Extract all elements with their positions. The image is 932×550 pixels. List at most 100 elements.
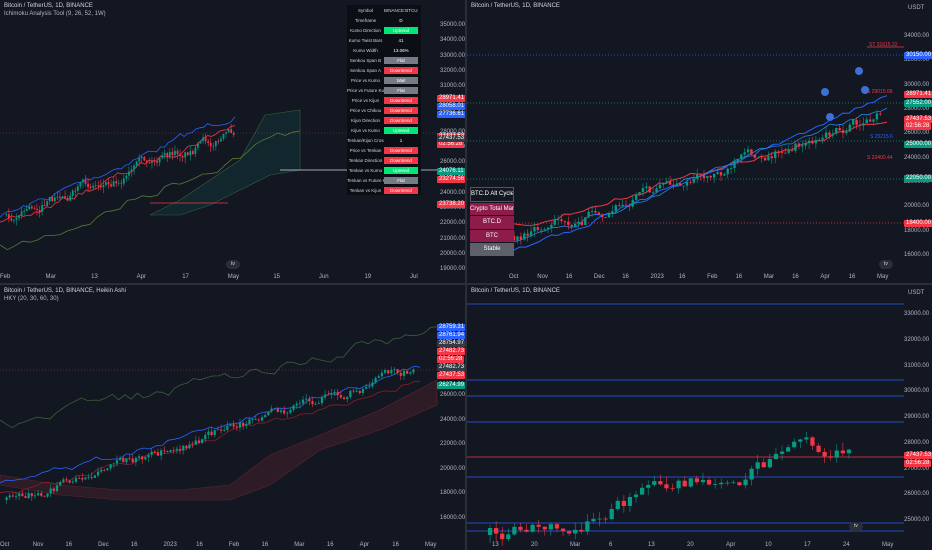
table-row: Tenkan/Kijun Cross Bars1 <box>347 135 421 145</box>
table-value: 1 <box>384 136 419 144</box>
price-tag: 28971.41 <box>437 95 465 102</box>
table-row: Kumo Twist Bars 41 <box>347 35 421 45</box>
price-axis-label: 23000.00 <box>440 205 465 211</box>
price-axis-label: 19000.00 <box>440 266 465 272</box>
chart-pane-top-right[interactable]: Bitcoin / TetherUS, 1D, BINANCE USDT 340… <box>467 0 932 283</box>
price-tag: 23738.20 <box>437 201 465 208</box>
price-axis-label: 25000.00 <box>904 517 930 523</box>
chart-canvas[interactable] <box>0 285 465 550</box>
time-axis-label: Feb <box>0 274 11 280</box>
tradingview-logo-icon[interactable]: tv <box>879 260 893 269</box>
time-axis-label: May <box>877 274 889 280</box>
time-axis-label: May <box>425 542 437 548</box>
level-annotation: S 23400.44 <box>867 155 893 161</box>
table-value: Uptrend <box>384 166 419 174</box>
time-axis-label: 16 <box>848 274 856 280</box>
time-axis-label: 17 <box>804 542 811 548</box>
indicator-label[interactable]: HKY (20, 30, 60, 30) <box>4 296 59 302</box>
time-axis-label: 20 <box>531 542 538 548</box>
tradingview-logo-icon[interactable]: tv <box>226 260 240 269</box>
pane-title: Bitcoin / TetherUS, 1D, BINANCE <box>4 3 93 9</box>
time-axis-label: 24 <box>843 542 850 548</box>
indicator-label[interactable]: Ichimoku Analysis Tool (9, 26, 52, 1W) <box>4 11 106 17</box>
level-annotation: S 25215.6 <box>870 134 893 140</box>
time-axis-label: Apr <box>359 542 369 548</box>
price-axis-label: 34000.00 <box>904 33 930 39</box>
table-row: Price vs Chikou Downtrend <box>347 105 421 115</box>
pane-title: Bitcoin / TetherUS, 1D, BINANCE <box>471 3 560 9</box>
price-axis-label: 24000.00 <box>904 154 930 161</box>
price-axis-label: 34000.00 <box>440 37 465 44</box>
cycle-box-row: BTC.D <box>470 215 514 229</box>
table-value: Flat <box>384 56 419 64</box>
time-axis-label: 17 <box>182 274 189 280</box>
time-axis-label: Oct <box>0 542 10 548</box>
price-axis-label: 22000.00 <box>904 179 930 185</box>
table-key: Senkou Span A <box>349 67 382 73</box>
pane-title: Bitcoin / TetherUS, 1D, BINANCE, Heikin … <box>4 288 126 294</box>
price-axis-label: 26000.00 <box>904 130 930 137</box>
table-value: Downtrend <box>384 96 419 104</box>
level-annotation: S 29015.66 <box>867 89 893 95</box>
price-tag: 30150.00 <box>904 52 932 59</box>
table-row: Kumo Width 13.06% <box>347 45 421 55</box>
table-key: Price vs Kumo <box>350 77 380 83</box>
currency-label: USDT <box>908 5 925 11</box>
time-axis-label: Dec <box>593 274 605 280</box>
table-value: Downtrend <box>384 186 419 194</box>
chart-pane-bottom-left[interactable]: Bitcoin / TetherUS, 1D, BINANCE, Heikin … <box>0 285 465 550</box>
table-row: Senkou Span A Downtrend <box>347 65 421 75</box>
tradingview-logo-icon[interactable]: tv <box>849 522 863 531</box>
table-value: Uptrend <box>384 26 419 34</box>
pane-divider-horizontal[interactable] <box>0 283 932 285</box>
time-axis-label: Mar <box>570 542 581 548</box>
cycle-box-row: Stable <box>470 242 514 256</box>
table-key: Tenkan vs Kijun <box>349 187 382 193</box>
price-tag: 18400.00 <box>904 220 932 227</box>
price-tag: 27482.73 <box>437 348 465 355</box>
pane-title: Bitcoin / TetherUS, 1D, BINANCE <box>471 288 560 294</box>
chart-pane-bottom-right[interactable]: Bitcoin / TetherUS, 1D, BINANCE USDT 330… <box>467 285 932 550</box>
time-axis-label: 13 <box>492 542 499 548</box>
price-axis-label: 16000.00 <box>440 515 465 521</box>
table-key: Kumo Width <box>353 47 378 53</box>
table-key: Kumo Twist Bars <box>348 37 383 43</box>
table-value: Wait <box>384 76 419 84</box>
table-row: Kumo Direction Uptrend <box>347 25 421 35</box>
price-axis-label: 18000.00 <box>440 490 465 497</box>
time-axis-label: Apr <box>820 274 830 280</box>
chart-canvas[interactable] <box>467 285 932 550</box>
price-axis-label: 32000.00 <box>440 67 465 74</box>
table-row: Senkou Span B Flat <box>347 55 421 65</box>
currency-label: USDT <box>908 290 925 296</box>
chart-canvas[interactable] <box>0 0 465 283</box>
table-row: Tenkan vs Kumo Uptrend <box>347 165 421 175</box>
price-axis-label: 24000.00 <box>440 416 465 423</box>
price-axis-label: 20000.00 <box>440 250 465 257</box>
time-axis-label: 10 <box>765 542 772 548</box>
time-axis-label: 16 <box>196 542 203 548</box>
time-axis-label: 16 <box>326 542 334 548</box>
table-value: 13.06% <box>384 46 419 54</box>
time-axis-label: Mar <box>763 274 775 280</box>
price-axis-label: 30000.00 <box>904 388 930 395</box>
time-axis-label: 16 <box>130 542 138 548</box>
price-tag: 27437.53 <box>904 116 932 123</box>
pane-divider-vertical[interactable] <box>465 0 467 550</box>
table-key: Kumo Direction <box>350 27 381 33</box>
table-row: Tenkan vs Kijun Downtrend <box>347 185 421 195</box>
price-tag: 28759.31 <box>437 324 465 331</box>
time-axis-label: Mar <box>45 274 56 280</box>
table-row: Kijun Direction Downtrend <box>347 115 421 125</box>
table-key: Tenkan vs Future Kumo <box>347 177 384 183</box>
price-tag: 27437.53 <box>437 372 465 379</box>
time-axis-label: 15 <box>273 274 281 280</box>
price-axis-label: 29000.00 <box>904 414 930 420</box>
price-axis-label: 32000.00 <box>904 57 930 64</box>
time-axis-label: 16 <box>392 542 399 548</box>
table-key: Price vs Kijun <box>351 97 380 103</box>
price-axis-label: 26000.00 <box>440 392 465 399</box>
chart-canvas[interactable] <box>467 0 932 283</box>
table-value: 41 <box>384 36 419 44</box>
